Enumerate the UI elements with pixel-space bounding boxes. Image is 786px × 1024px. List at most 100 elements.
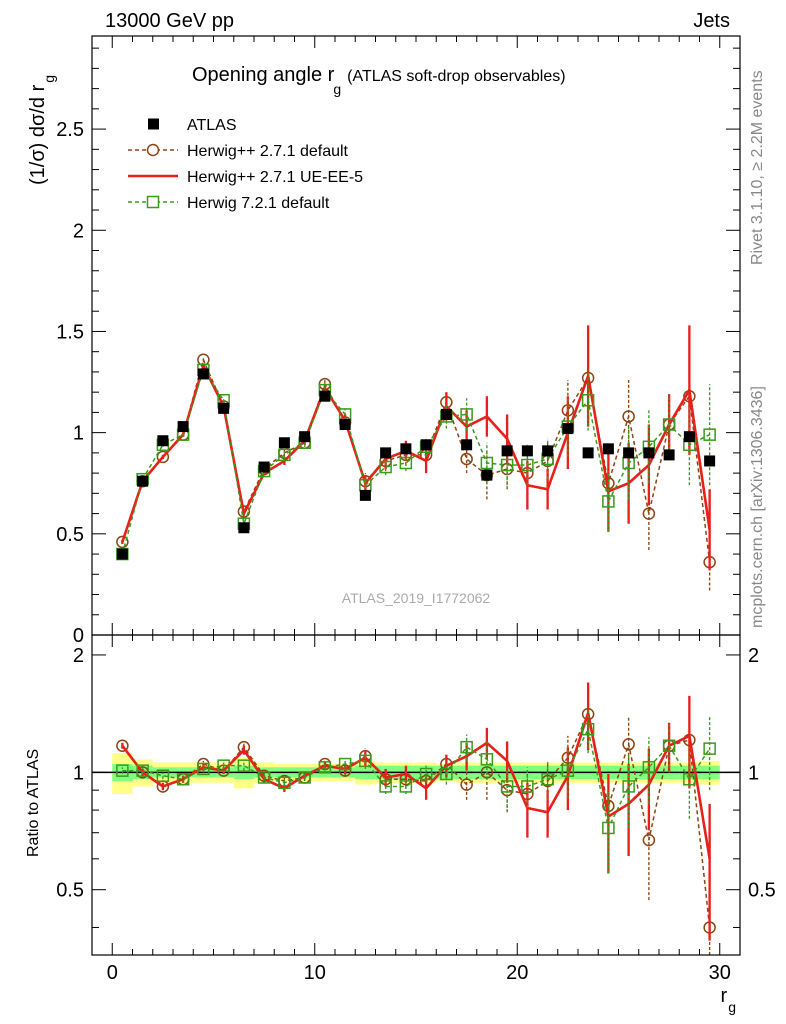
herwig-2-7-1-default-point <box>460 452 473 466</box>
atlas-data-point <box>420 439 432 451</box>
legend-label: Herwig++ 2.7.1 UE-EE-5 <box>187 169 363 186</box>
herwig-2-7-1-default-line <box>121 711 711 928</box>
herwig-7-2-1-default-point <box>318 761 332 774</box>
atlas-data-point <box>400 443 412 455</box>
main-title-rest: (ATLAS soft-drop observables) <box>347 68 565 85</box>
herwig-7-2-1-default-point <box>379 460 392 474</box>
main-title: Opening angle rg (ATLAS soft-drop observa… <box>192 64 566 97</box>
y-axis-label-main: (1/σ) dσ/d rg <box>27 75 57 185</box>
herwig-7-2-1-default-point <box>359 754 372 768</box>
atlas-data-point <box>238 522 250 534</box>
atlas-data-point <box>440 408 452 420</box>
herwig-7-2-1-default-point <box>581 394 595 407</box>
herwig-7-2-1-default-point <box>116 764 129 777</box>
y-tick-label: 0.5 <box>56 524 84 546</box>
herwig-7-2-1-default-point <box>581 722 595 736</box>
x-axis-label: rg <box>721 985 736 1015</box>
atlas-data-point <box>643 447 655 459</box>
atlas-data-point <box>177 421 189 433</box>
herwig-7-2-1-default-point <box>399 780 413 793</box>
legend-marker <box>146 195 160 209</box>
legend-label: Herwig 7.2.1 default <box>187 195 330 212</box>
herwig-2-7-1-default-point <box>116 535 129 549</box>
watermark: ATLAS_2019_I1772062 <box>342 590 491 606</box>
herwig-2-7-1-default-point <box>116 739 129 752</box>
herwig-7-2-1-default-point <box>561 764 575 777</box>
herwig-7-2-1-default-point <box>500 780 514 793</box>
legend-marker-atlas <box>148 118 159 130</box>
atlas-data-point <box>461 439 473 451</box>
y-tick-label: 0.5 <box>748 880 776 902</box>
herwig-7-2-1-default-point <box>521 780 534 793</box>
herwig-7-2-1-default-point <box>500 458 514 472</box>
herwig-7-2-1-default-point <box>278 776 291 790</box>
y-tick-label: 0 <box>73 625 84 647</box>
herwig-7-2-1-default-point <box>419 767 433 781</box>
herwig-7-2-1-default-point <box>298 771 311 784</box>
herwig-7-2-1-default-point <box>703 428 716 441</box>
herwig-2-7-1-default-point <box>642 833 656 847</box>
herwig-7-2-1-default-line <box>122 726 711 831</box>
legend-label: ATLAS <box>187 117 237 134</box>
herwig-7-2-1-default-point <box>257 771 271 784</box>
herwig-2-7-1-default-point <box>642 507 656 520</box>
herwig-7-2-1-default-point <box>703 742 716 755</box>
atlas-data-point <box>623 447 635 459</box>
herwig-7-2-1-default-point <box>602 821 615 835</box>
side-text-top: Rivet 3.1.10, ≥ 2.2M events <box>749 70 766 265</box>
atlas-data-point <box>299 431 311 443</box>
atlas-data-point <box>602 443 614 455</box>
ratio-plot-panel: 0 10 20 30 0.5 0.5 1 1 2 2 <box>56 634 776 984</box>
herwig-7-2-1-default-point <box>642 761 656 774</box>
herwig-7-2-1-default-point <box>440 767 453 781</box>
header-right: Jets <box>693 10 730 32</box>
y-tick-label: 2 <box>73 645 84 667</box>
y-tick-label: 1.5 <box>56 321 84 343</box>
atlas-data-point <box>521 445 533 457</box>
y-tick-label: 2.5 <box>56 119 84 141</box>
herwig-7-2-1-default-point <box>521 458 534 472</box>
herwig-7-2-1-default-line <box>121 368 710 555</box>
atlas-data-point <box>663 449 675 461</box>
atlas-data-point <box>339 419 351 431</box>
atlas-data-point <box>218 402 230 414</box>
herwig-7-2-1-default-point <box>197 762 210 776</box>
y-tick-label: 2 <box>73 220 84 242</box>
herwig-2-7-1-default-point <box>460 778 473 791</box>
atlas-data-point <box>278 437 290 449</box>
herwig-7-2-1-default-point <box>217 759 230 772</box>
atlas-data-point <box>157 435 169 447</box>
herwig-7-2-1-default-point <box>683 772 696 786</box>
herwig-7-2-1-default-point <box>460 740 473 754</box>
herwig-2-7-1-ue-ee-5-line <box>121 712 711 860</box>
y-tick-label: 1 <box>73 423 84 445</box>
herwig-7-2-1-default-point <box>662 739 676 752</box>
ratio-plot-frame <box>91 634 741 956</box>
x-tick-label: 10 <box>304 962 326 984</box>
herwig-2-7-1-default-point <box>237 505 251 518</box>
y-axis-label-main-text: (1/σ) dσ/d r <box>27 84 49 185</box>
atlas-data-point <box>359 489 371 501</box>
atlas-data-point <box>137 475 149 487</box>
herwig-2-7-1-default-point <box>156 450 170 464</box>
atlas-data-point <box>481 469 493 481</box>
atlas-data-point <box>116 548 128 560</box>
atlas-data-point <box>683 431 695 443</box>
x-axis-label-subscript: g <box>728 999 736 1015</box>
herwig-7-2-1-default-point <box>237 759 251 772</box>
y-axis-label-main-subscript: g <box>41 75 57 83</box>
y-axis-label-ratio: Ratio to ATLAS <box>25 749 42 857</box>
atlas-data-point <box>562 423 574 435</box>
y-tick-label: 0.5 <box>56 880 84 902</box>
atlas-data-point <box>501 445 513 457</box>
herwig-7-2-1-default-point <box>460 408 473 421</box>
y-tick-label: 1 <box>73 762 84 784</box>
x-tick-label: 0 <box>107 962 118 984</box>
main-title-text: Opening angle r <box>192 64 335 86</box>
legend-label: Herwig++ 2.7.1 default <box>187 143 349 160</box>
side-text-bottom: mcplots.cern.ch [arXiv:1306.3436] <box>749 386 766 628</box>
y-tick-label: 2 <box>748 645 759 667</box>
herwig-2-7-1-default-line <box>121 357 711 563</box>
herwig-2-7-1-default-point <box>622 738 635 751</box>
